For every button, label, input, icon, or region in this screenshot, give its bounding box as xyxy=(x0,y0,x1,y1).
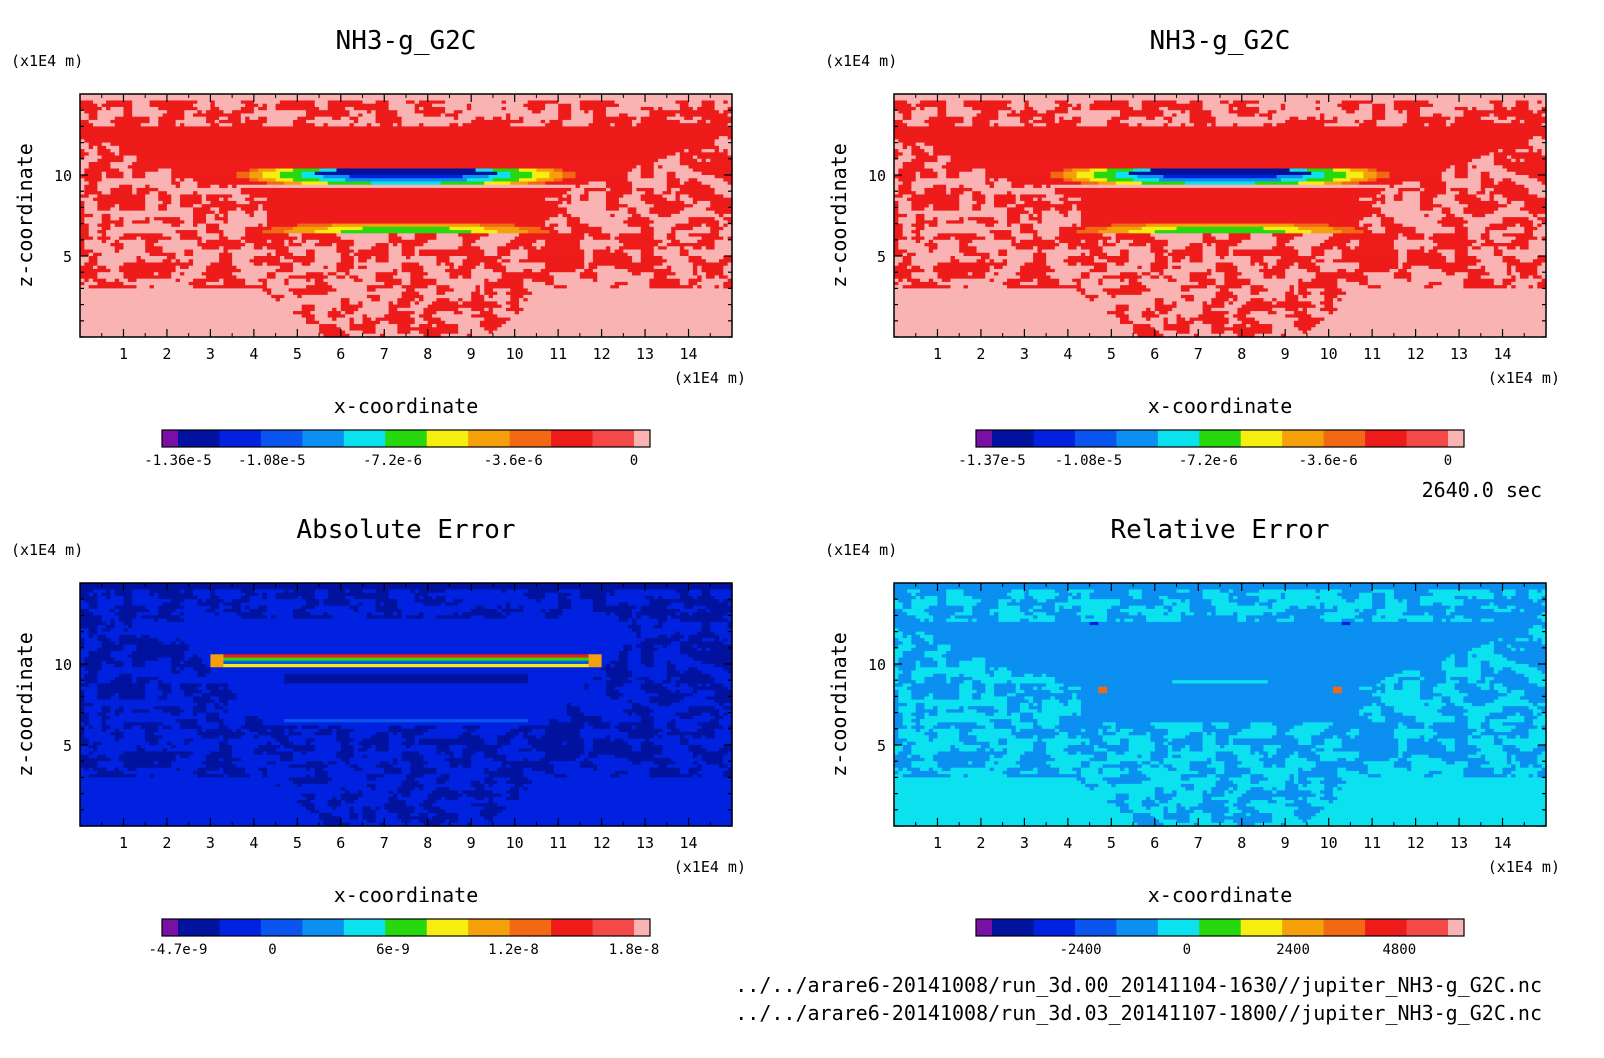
x-tick-label: 5 xyxy=(293,345,302,363)
colorbar-tick-label: -7.2e-6 xyxy=(363,453,422,469)
colorbar-tick-label: -3.6e-6 xyxy=(484,453,543,469)
chart-title: Absolute Error xyxy=(296,515,515,545)
x-tick-label: 10 xyxy=(1320,345,1338,363)
colorbar-swatch xyxy=(992,430,1034,447)
colorbar-swatch xyxy=(976,430,992,447)
y-tick-label: 5 xyxy=(63,248,72,266)
x-tick-label: 13 xyxy=(1450,345,1468,363)
colorbar-swatch xyxy=(1033,430,1075,447)
colorbar-tick-label: -1.36e-5 xyxy=(144,453,211,469)
colorbar-tick-label: -7.2e-6 xyxy=(1179,453,1238,469)
x-unit-label: (x1E4 m) xyxy=(674,369,746,387)
colorbar-swatch xyxy=(1407,430,1449,447)
heatmap xyxy=(80,94,733,338)
x-tick-label: 12 xyxy=(593,345,611,363)
x-tick-label: 3 xyxy=(1020,345,1029,363)
colorbar-swatch xyxy=(261,430,303,447)
y-tick-label: 10 xyxy=(54,167,72,185)
heatmap xyxy=(80,583,733,827)
colorbar-swatch xyxy=(1448,430,1464,447)
x-tick-label: 14 xyxy=(1494,345,1512,363)
x-tick-label: 8 xyxy=(423,345,432,363)
x-tick-label: 1 xyxy=(933,345,942,363)
x-tick-label: 11 xyxy=(549,345,567,363)
colorbar-swatch xyxy=(551,430,593,447)
y-unit-label: (x1E4 m) xyxy=(11,541,83,559)
colorbar-swatch xyxy=(1241,430,1283,447)
colorbar-swatch xyxy=(178,430,220,447)
x-tick-label: 11 xyxy=(1363,345,1381,363)
chart-title: NH3-g_G2C xyxy=(336,26,477,56)
x-axis-label: x-coordinate xyxy=(1148,394,1293,418)
colorbar-swatch xyxy=(634,430,650,447)
colorbar-swatch xyxy=(302,430,344,447)
colorbar-tick-label: -1.08e-5 xyxy=(1055,453,1122,469)
y-tick-label: 10 xyxy=(868,167,886,185)
x-tick-label: 8 xyxy=(1237,345,1246,363)
x-tick-label: 10 xyxy=(506,345,524,363)
colorbar-swatch xyxy=(385,430,427,447)
colorbar-tick-label: 0 xyxy=(1444,453,1452,469)
x-tick-label: 6 xyxy=(1150,345,1159,363)
x-tick-label: 6 xyxy=(336,345,345,363)
x-axis-label: x-coordinate xyxy=(334,394,479,418)
colorbar: -1.36e-5 -1.08e-5 -7.2e-6 -3.6e-6 0 xyxy=(144,430,650,469)
y-unit-label: (x1E4 m) xyxy=(11,52,83,70)
x-tick-label: 4 xyxy=(249,345,258,363)
colorbar-swatch xyxy=(162,430,178,447)
x-tick-label: 7 xyxy=(1194,345,1203,363)
colorbar-swatch xyxy=(510,430,552,447)
x-tick-label: 4 xyxy=(1063,345,1072,363)
colorbar-swatch xyxy=(1158,430,1200,447)
colorbar-swatch xyxy=(219,430,261,447)
y-unit-label: (x1E4 m) xyxy=(825,52,897,70)
colorbar: -1.37e-5 -1.08e-5 -7.2e-6 -3.6e-6 0 xyxy=(958,430,1464,469)
colorbar-swatch xyxy=(1324,430,1366,447)
x-unit-label: (x1E4 m) xyxy=(1488,369,1560,387)
chart-title: NH3-g_G2C xyxy=(1150,26,1291,56)
colorbar-swatch xyxy=(468,430,510,447)
x-tick-label: 5 xyxy=(1107,345,1116,363)
y-tick-label: 5 xyxy=(877,248,886,266)
colorbar-swatch xyxy=(427,430,469,447)
x-tick-label: 9 xyxy=(467,345,476,363)
colorbar-swatch xyxy=(1199,430,1241,447)
colorbar-swatch xyxy=(1365,430,1407,447)
x-tick-label: 13 xyxy=(636,345,654,363)
colorbar-swatch xyxy=(1075,430,1117,447)
colorbar-swatch xyxy=(593,430,635,447)
y-axis-label: z-coordinate xyxy=(13,143,37,288)
x-tick-label: 14 xyxy=(680,345,698,363)
x-tick-label: 3 xyxy=(206,345,215,363)
x-tick-label: 2 xyxy=(976,345,985,363)
x-tick-label: 7 xyxy=(380,345,389,363)
y-axis-label: z-coordinate xyxy=(827,143,851,288)
colorbar-tick-label: -3.6e-6 xyxy=(1299,453,1358,469)
colorbar-swatch xyxy=(344,430,386,447)
colorbar-swatch xyxy=(1282,430,1324,447)
x-tick-label: 1 xyxy=(119,345,128,363)
heatmap xyxy=(894,94,1547,338)
colorbar-tick-label: -1.37e-5 xyxy=(958,453,1025,469)
colorbar-tick-label: -1.08e-5 xyxy=(238,453,305,469)
x-tick-label: 2 xyxy=(162,345,171,363)
x-tick-label: 9 xyxy=(1281,345,1290,363)
colorbar-tick-label: 0 xyxy=(630,453,638,469)
colorbar-swatch xyxy=(1116,430,1158,447)
x-tick-label: 12 xyxy=(1407,345,1425,363)
